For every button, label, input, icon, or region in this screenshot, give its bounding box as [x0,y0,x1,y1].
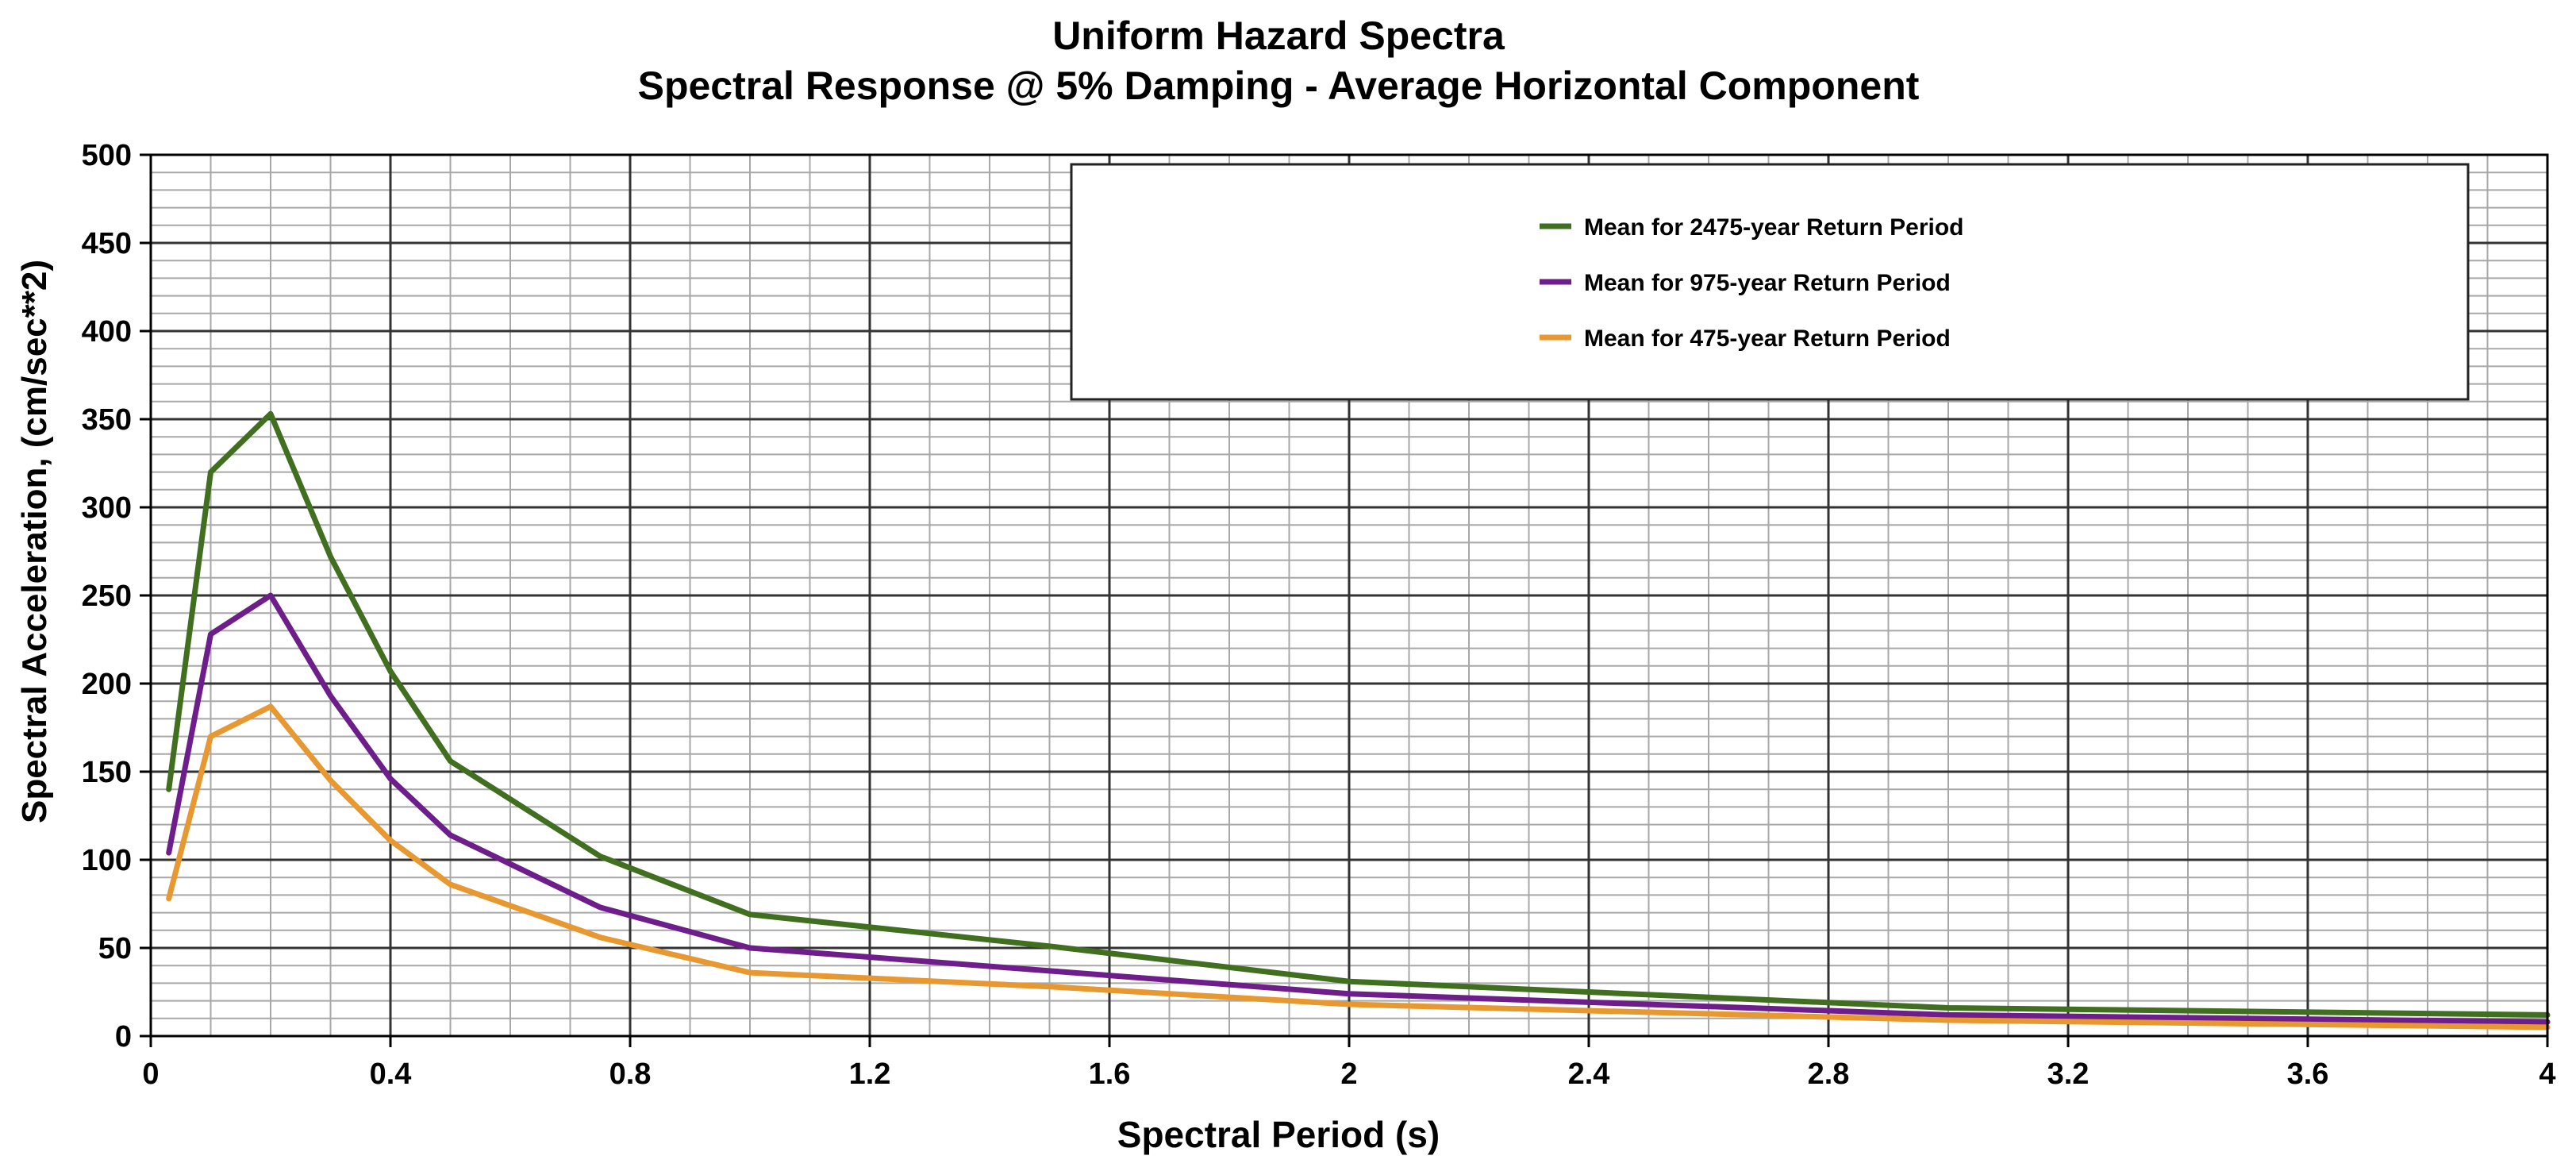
x-axis-label: Spectral Period (s) [1117,1114,1440,1155]
y-tick-label: 50 [98,932,132,965]
y-tick-label: 150 [82,756,132,789]
legend-label: Mean for 2475-year Return Period [1584,214,1964,241]
x-tick-label: 2.4 [1568,1058,1610,1091]
y-tick-label: 400 [82,315,132,349]
series-lines [166,410,2551,1031]
legend-label: Mean for 475-year Return Period [1584,326,1951,352]
series-line-2 [166,592,2551,1025]
series-line-1 [166,410,2551,1018]
y-tick-label: 0 [115,1020,132,1054]
x-tick-label: 3.2 [2047,1058,2090,1091]
y-tick-label: 450 [82,227,132,260]
x-tick-label: 2.8 [1808,1058,1850,1091]
chart-subtitle: Spectral Response @ 5% Damping - Average… [638,64,1920,108]
x-tick-label: 2 [1340,1058,1357,1091]
chart-title: Uniform Hazard Spectra [1052,13,1505,58]
axes: 0 50 100 150 200 250 300 350 400 450 500 0 0.4 0.8 1.2… [82,139,2556,1091]
x-tick-label: 3.6 [2287,1058,2329,1091]
x-tick-label: 0.8 [609,1058,652,1091]
legend-box [1070,163,2470,401]
x-tick-label: 0 [142,1058,159,1091]
legend-label: Mean for 975-year Return Period [1584,270,1951,296]
y-tick-label: 100 [82,844,132,877]
y-tick-label: 300 [82,491,132,525]
x-tick-label: 1.6 [1089,1058,1131,1091]
x-tick-label: 0.4 [370,1058,412,1091]
y-axis-label: Spectral Acceleration, (cm/sec**2) [15,260,54,823]
x-tick-label: 4 [2539,1058,2555,1091]
legend: Mean for 2475-year Return Period Mean for… [1070,163,2470,401]
y-tick-label: 250 [82,580,132,613]
y-tick-label: 200 [82,668,132,701]
x-tick-label: 1.2 [849,1058,891,1091]
y-tick-label: 500 [82,139,132,172]
y-tick-label: 350 [82,403,132,437]
series-line-3 [166,703,2551,1031]
